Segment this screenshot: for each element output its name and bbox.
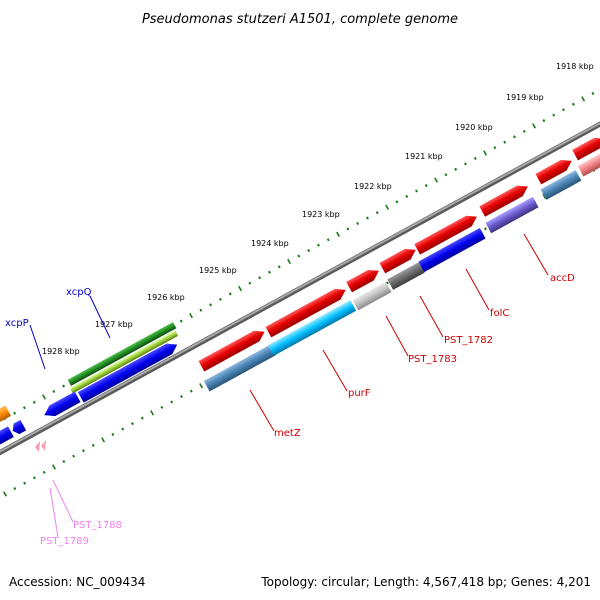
label-leaders bbox=[29, 233, 549, 538]
gene-PST_1788 bbox=[41, 440, 46, 451]
gene-PST_1789 bbox=[35, 441, 40, 452]
gene-purF-reverse bbox=[267, 300, 357, 356]
gene-label-xcpQ: xcpQ bbox=[66, 287, 92, 298]
gene-PST_1783 bbox=[352, 281, 392, 311]
gene-labels: accD folC PST_1782 PST_1783 purF metZ xc… bbox=[5, 273, 575, 547]
scale-label-1928: 1928 kbp bbox=[42, 347, 80, 356]
gene-label-PST_1782: PST_1782 bbox=[444, 335, 493, 346]
gene-forward-3 bbox=[346, 269, 379, 293]
gene-label-purF: purF bbox=[348, 388, 371, 399]
gene-orange bbox=[0, 405, 12, 423]
gene-label-folC: folC bbox=[490, 308, 509, 319]
gene-label-metZ: metZ bbox=[274, 428, 301, 439]
scale-label-1925: 1925 kbp bbox=[199, 266, 237, 275]
gene-forward-7 bbox=[535, 159, 572, 185]
gene-xcpP bbox=[44, 391, 81, 417]
scale-labels: 1918 kbp 1919 kbp 1920 kbp 1921 kbp 1922… bbox=[42, 62, 594, 356]
scale-label-1921: 1921 kbp bbox=[405, 152, 443, 161]
genome-backbone bbox=[0, 121, 600, 456]
gene-label-accD: accD bbox=[550, 273, 575, 284]
accession-text: Accession: NC_009434 bbox=[9, 575, 145, 589]
gene-label-PST_1788: PST_1788 bbox=[73, 520, 122, 531]
gene-reverse-7 bbox=[540, 170, 582, 200]
scale-label-1926: 1926 kbp bbox=[147, 293, 185, 302]
gene-accD bbox=[485, 196, 539, 234]
gene-small-2 bbox=[0, 426, 14, 446]
scale-label-1924: 1924 kbp bbox=[251, 239, 289, 248]
scale-label-1919: 1919 kbp bbox=[506, 93, 544, 102]
gene-forward-6 bbox=[479, 185, 528, 217]
gene-metZ-forward bbox=[198, 330, 265, 372]
gene-forward-2 bbox=[265, 288, 346, 338]
gene-label-PST_1783: PST_1783 bbox=[408, 354, 457, 365]
gene-PST_1782 bbox=[387, 262, 425, 290]
scale-label-1920: 1920 kbp bbox=[455, 123, 493, 132]
gene-forward-4 bbox=[379, 248, 416, 274]
gene-reverse-1 bbox=[203, 344, 277, 392]
scale-label-1927: 1927 kbp bbox=[95, 320, 133, 329]
map-title: Pseudomonas stutzeri A1501, complete gen… bbox=[142, 12, 458, 27]
gene-label-PST_1789: PST_1789 bbox=[40, 536, 89, 547]
gene-forward-5 bbox=[414, 215, 477, 255]
gene-xcpQ-blue bbox=[77, 343, 178, 403]
scale-label-1918: 1918 kbp bbox=[556, 62, 594, 71]
scale-label-1923: 1923 kbp bbox=[302, 210, 340, 219]
genome-summary-text: Topology: circular; Length: 4,567,418 bp… bbox=[260, 575, 591, 589]
gene-small-1 bbox=[12, 419, 27, 435]
gene-reverse-8 bbox=[577, 153, 600, 177]
gene-features bbox=[0, 137, 600, 452]
gene-xcpQ-green bbox=[67, 322, 177, 386]
gene-label-xcpP: xcpP bbox=[5, 318, 29, 329]
scale-label-1922: 1922 kbp bbox=[354, 182, 392, 191]
gene-folC bbox=[418, 227, 486, 273]
gene-xcpQ-lime bbox=[69, 330, 179, 394]
gene-forward-8 bbox=[572, 137, 600, 161]
